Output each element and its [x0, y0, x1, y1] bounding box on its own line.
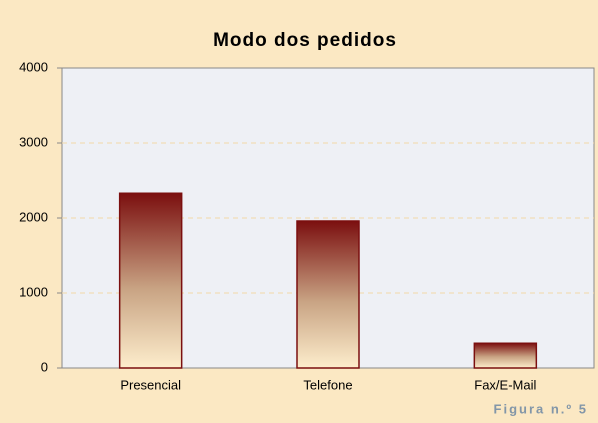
caption: Figura n.º 5 [494, 401, 588, 416]
y-tick-label: 3000 [19, 134, 48, 149]
bar [296, 220, 360, 369]
bar [118, 192, 183, 369]
y-tick-label: 2000 [19, 209, 48, 224]
y-tick-label: 0 [41, 359, 48, 374]
chart-title: Modo dos pedidos [213, 30, 397, 51]
x-tick-label: Telefone [303, 377, 352, 392]
x-tick-label: Presencial [120, 377, 181, 392]
y-tick-label: 1000 [19, 284, 48, 299]
bar [473, 342, 538, 369]
y-tick-label: 4000 [19, 59, 48, 74]
x-tick-label: Fax/E-Mail [474, 377, 536, 392]
